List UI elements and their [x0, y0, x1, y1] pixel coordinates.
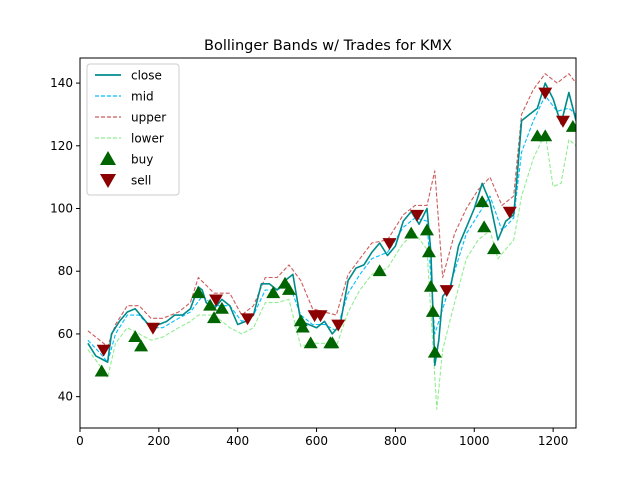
axes-frame — [79, 57, 577, 429]
y-tick-label: 100 — [50, 202, 73, 216]
y-tick-label: 40 — [58, 390, 73, 404]
x-tick-label: 800 — [384, 434, 407, 448]
buy-marker — [191, 286, 206, 299]
sell-marker — [240, 313, 255, 326]
y-tick-label: 60 — [58, 327, 73, 341]
buy-marker — [281, 283, 296, 295]
sell-marker — [502, 206, 517, 219]
buy-marker — [128, 330, 143, 342]
buy-marker — [295, 320, 310, 333]
legend-label-mid: mid — [131, 90, 154, 104]
buy-marker — [134, 339, 149, 352]
buy-marker — [421, 245, 436, 258]
legend: close mid upper lower buy sell — [86, 63, 180, 196]
legend-label-upper: upper — [131, 111, 166, 125]
buy-marker — [214, 301, 229, 314]
buy-marker — [94, 364, 109, 377]
buy-marker — [419, 223, 434, 236]
y-tick-label: 140 — [50, 76, 73, 90]
legend-swatch-sell — [100, 174, 116, 188]
legend-label-lower: lower — [131, 132, 164, 146]
buy-marker — [207, 311, 222, 324]
buy-marker — [486, 242, 501, 255]
x-tick-label: 200 — [147, 434, 170, 448]
chart-title: Bollinger Bands w/ Trades for KMX — [204, 38, 452, 54]
buy-marker — [303, 336, 318, 349]
buy-marker — [404, 226, 419, 239]
y-axis: 40 60 80 100 120 140 — [50, 76, 80, 404]
buy-marker — [266, 286, 281, 299]
sell-marker — [313, 310, 328, 323]
series-line-close — [87, 82, 576, 367]
buy-marker — [425, 304, 440, 317]
buy-marker — [427, 345, 442, 358]
sell-marker — [439, 285, 454, 298]
legend-label-close: close — [131, 69, 162, 83]
series-group — [87, 73, 576, 410]
legend-swatch-buy — [100, 151, 116, 165]
sell-marker — [538, 87, 553, 100]
buy-marker — [565, 119, 576, 132]
series-line-lower — [87, 132, 576, 410]
sell-marker — [145, 322, 160, 335]
buy-marker — [325, 336, 340, 349]
x-tick-label: 1000 — [459, 434, 490, 448]
sell-marker — [331, 319, 346, 332]
x-tick-label: 600 — [305, 434, 328, 448]
buy-marker — [203, 298, 218, 311]
x-axis: 0 200 400 600 800 1000 1200 — [76, 428, 568, 448]
buy-marker — [477, 220, 492, 233]
series-line-upper — [87, 73, 576, 348]
sell-marker — [382, 238, 397, 250]
legend-label-buy: buy — [131, 153, 153, 167]
sell-marker — [96, 344, 111, 357]
buy-marker — [423, 279, 438, 292]
y-tick-label: 120 — [50, 139, 73, 153]
y-tick-label: 80 — [58, 264, 73, 278]
sell-marker — [209, 294, 224, 307]
buy-marker — [538, 129, 553, 142]
x-tick-label: 1200 — [538, 434, 569, 448]
legend-label-sell: sell — [131, 174, 151, 188]
sell-marker — [555, 115, 570, 128]
x-tick-label: 0 — [76, 434, 84, 448]
buy-marker — [475, 195, 490, 208]
sell-marker — [410, 209, 425, 222]
x-tick-label: 400 — [226, 434, 249, 448]
buy-marker — [372, 264, 387, 277]
